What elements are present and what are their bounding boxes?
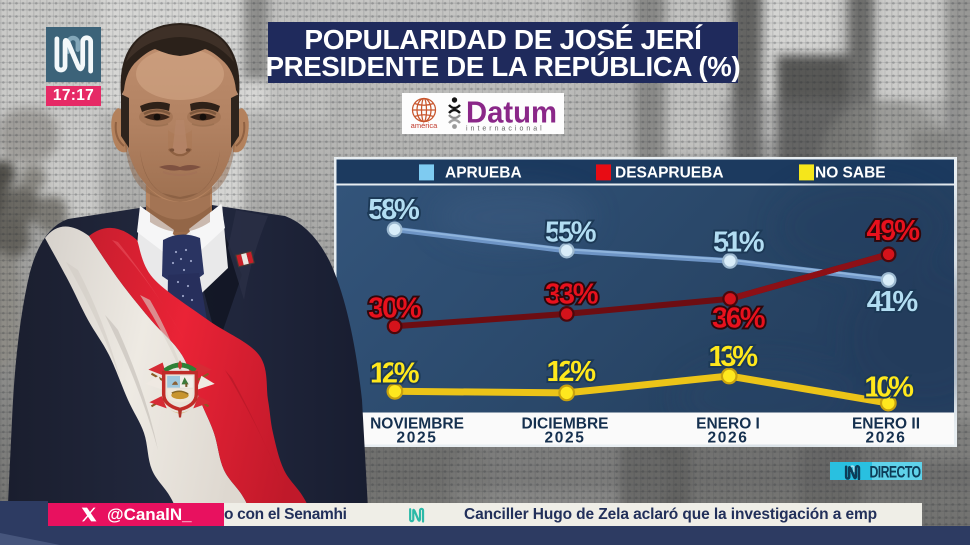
svg-text:2025: 2025 bbox=[545, 430, 586, 447]
svg-text:APRUEBA: APRUEBA bbox=[445, 165, 522, 182]
svg-text:58%: 58% bbox=[368, 194, 420, 226]
svg-text:12%: 12% bbox=[370, 357, 420, 389]
svg-text:internacional: internacional bbox=[466, 126, 545, 133]
svg-text:2025: 2025 bbox=[397, 430, 438, 447]
svg-text:américa: américa bbox=[411, 121, 439, 130]
svg-text:ENERO I: ENERO I bbox=[696, 416, 760, 433]
svg-text:2026: 2026 bbox=[866, 430, 907, 447]
svg-text:55%: 55% bbox=[545, 216, 597, 248]
svg-text:DESAPRUEBA: DESAPRUEBA bbox=[615, 165, 724, 182]
svg-text:NOVIEMBRE: NOVIEMBRE bbox=[370, 416, 464, 433]
svg-text:ENERO II: ENERO II bbox=[852, 416, 920, 433]
svg-text:12%: 12% bbox=[547, 356, 597, 388]
svg-text:51%: 51% bbox=[713, 226, 765, 258]
svg-text:41%: 41% bbox=[867, 286, 919, 318]
svg-text:DIRECTO: DIRECTO bbox=[870, 463, 921, 481]
svg-text:36%: 36% bbox=[712, 302, 766, 334]
svg-text:13%: 13% bbox=[709, 341, 759, 373]
svg-text:30%: 30% bbox=[368, 292, 422, 324]
svg-text:DICIEMBRE: DICIEMBRE bbox=[522, 416, 609, 433]
svg-text:NO SABE: NO SABE bbox=[815, 165, 886, 182]
svg-text:Datum: Datum bbox=[466, 95, 557, 130]
svg-text:10%: 10% bbox=[864, 371, 914, 403]
svg-text:2026: 2026 bbox=[708, 430, 749, 447]
svg-text:33%: 33% bbox=[545, 278, 599, 310]
svg-text:49%: 49% bbox=[867, 215, 921, 247]
